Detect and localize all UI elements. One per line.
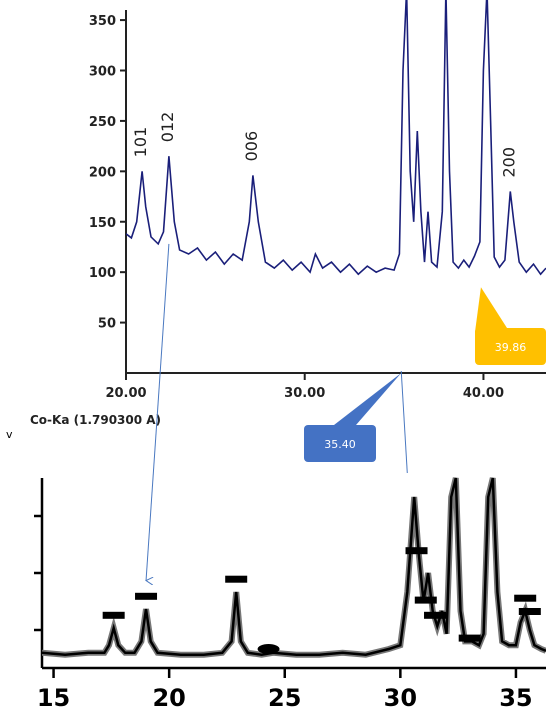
peak-marker-bar [424,611,447,619]
callout-pointer-3986 [475,287,507,332]
top-y-tick-label: 200 [89,165,116,180]
peak-marker-bar [225,575,248,583]
connector-lines [146,243,408,581]
peak-marker-bar [458,634,481,642]
bottom-series-line [42,477,546,656]
top-x-tick-label: 40.00 [463,386,504,401]
callout-box-3540 [304,425,376,462]
callout-pointer-3540 [334,373,402,425]
top-y-tick-label: 50 [98,317,116,332]
peak-marker-ellipse [257,644,280,654]
value-callouts: 35.40 39.86 [304,287,546,462]
top-x-tick-label: 20.00 [105,386,146,401]
bottom-x-tick-label: 25 [268,684,301,712]
callout-label-3986: 39.86 [495,341,527,354]
peak-marker-bar [405,547,428,555]
top-y-tick-label: 250 [89,115,116,130]
top-xrd-chart: 50 100 150 200 250 300 350 20.00 30.00 40.00 Co-Ka… [30,0,546,427]
bottom-x-tick-label: 35 [499,684,532,712]
peak-marker-bar [102,611,125,619]
bottom-series-shadow [42,477,546,658]
bottom-xrd-chart: 15 20 25 30 35 [34,477,546,712]
top-x-tick-label: 30.00 [284,386,325,401]
top-y-tick-label: 300 [89,65,116,80]
top-y-tick-label: 100 [89,266,116,281]
peak-marker-bar [518,608,541,615]
bottom-x-tick-label: 30 [384,684,417,712]
peak-annotation: 200 [499,147,518,178]
peak-marker-bar [135,592,158,600]
peak-annotation: 006 [242,131,261,162]
peak-marker-bar [414,596,437,604]
callout-box-3986 [475,328,546,365]
top-y-tick-label: 150 [89,216,116,231]
connector-arrow-012 [146,243,170,581]
bottom-x-tick-label: 20 [152,684,185,712]
top-y-tick-label: 350 [89,14,116,29]
top-x-axis-label: Co-Ka (1.790300 A) [30,413,161,427]
peak-annotation: 012 [158,112,177,143]
stray-mark-text: v [6,428,13,441]
peak-annotation: 101 [131,127,150,158]
bottom-x-tick-label: 15 [37,684,70,712]
peak-marker-bar [514,594,537,602]
top-series-line [126,0,546,276]
connector-line-35 [400,370,408,474]
callout-label-3540: 35.40 [324,438,356,451]
